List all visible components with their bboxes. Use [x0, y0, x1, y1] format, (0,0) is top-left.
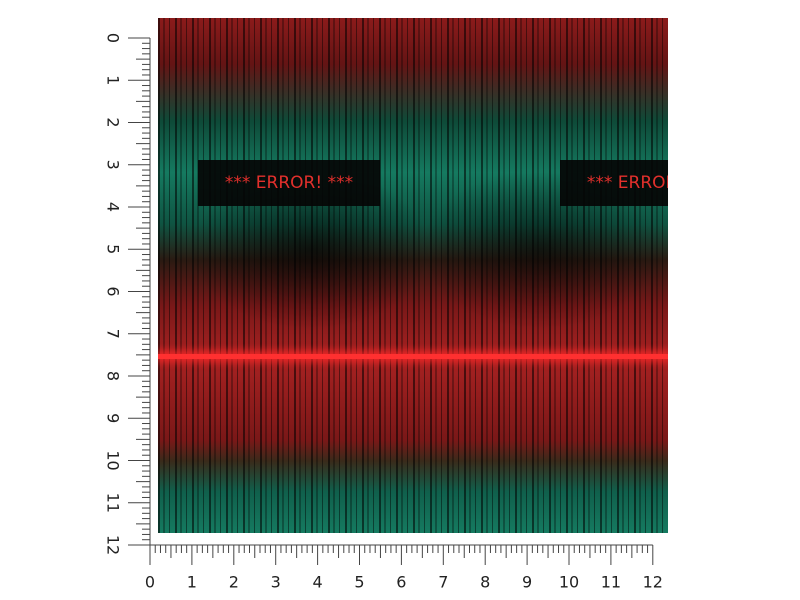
ruler-label: 11 [601, 573, 621, 592]
ruler-label: 5 [104, 244, 123, 254]
ruler-label: 2 [229, 573, 239, 592]
ruler-label: 10 [559, 573, 579, 592]
ruler-label: 8 [104, 371, 123, 381]
ruler-label: 6 [104, 286, 123, 296]
error-banner: *** ERROR! *** [560, 160, 668, 206]
ruler-label: 12 [643, 573, 663, 592]
ruler-label: 7 [104, 329, 123, 339]
ruler-label: 1 [104, 75, 123, 85]
ruler-label: 7 [438, 573, 448, 592]
ruler-label: 4 [313, 573, 323, 592]
ruler-label: 3 [271, 573, 281, 592]
ruler-label: 1 [187, 573, 197, 592]
ruler-label: 11 [104, 493, 123, 513]
ruler-label: 12 [104, 535, 123, 555]
ruler-label: 9 [522, 573, 532, 592]
ruler-label: 0 [145, 573, 155, 592]
ruler-label: 8 [480, 573, 490, 592]
ruler-label: 5 [354, 573, 364, 592]
ruler-label: 3 [104, 160, 123, 170]
ruler-label: 9 [104, 413, 123, 423]
red-glow-line [158, 354, 668, 359]
ruler-label: 10 [104, 450, 123, 470]
ruler-label: 6 [396, 573, 406, 592]
ruler-label: 2 [104, 117, 123, 127]
ruler-label: 0 [104, 33, 123, 43]
error-banner: *** ERROR! *** [198, 160, 380, 206]
vinyl-pattern: *** ERROR! *** *** ERROR! *** [158, 18, 668, 533]
ruler-label: 4 [104, 202, 123, 212]
